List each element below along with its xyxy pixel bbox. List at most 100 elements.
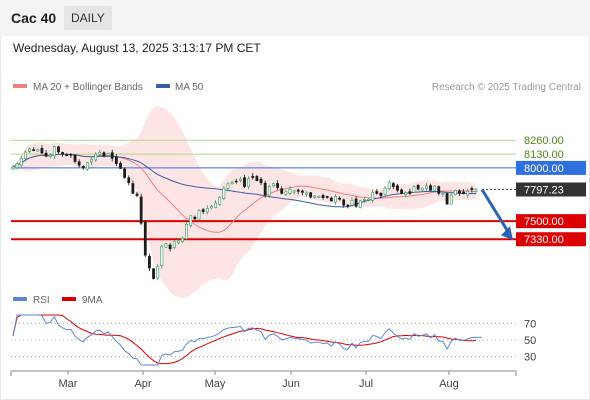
candle-body xyxy=(205,208,209,213)
ma20-legend-label: MA 20 + Bollinger Bands xyxy=(33,82,143,93)
level-tag xyxy=(516,160,586,175)
candle-body xyxy=(176,239,180,244)
candle-body xyxy=(362,199,366,201)
x-tick-label: May xyxy=(205,378,226,390)
candle-body xyxy=(156,266,160,279)
x-tick-label: Jun xyxy=(282,378,300,390)
candle-body xyxy=(210,205,213,209)
timeframe-button[interactable]: DAILY xyxy=(64,6,112,30)
candle-body xyxy=(234,180,238,183)
candle-body xyxy=(127,177,131,184)
candle-body xyxy=(346,204,350,207)
candle-body xyxy=(358,200,362,208)
candle-body xyxy=(272,183,275,187)
candle-body xyxy=(243,177,246,187)
candle-body xyxy=(65,154,69,156)
candle-body xyxy=(131,183,135,194)
candle-body xyxy=(445,193,449,205)
candle-body xyxy=(276,183,279,188)
candle-body xyxy=(52,146,56,157)
candle-body xyxy=(305,192,308,195)
candle-body xyxy=(292,190,296,193)
candle-body xyxy=(313,195,317,198)
ma50-line xyxy=(12,153,477,208)
candle-body xyxy=(81,166,85,169)
candle-body xyxy=(309,192,313,198)
rsi-ma-legend-swatch xyxy=(62,297,76,301)
candle-body xyxy=(342,199,346,206)
candle-body xyxy=(462,191,465,194)
candle-body xyxy=(367,199,370,201)
candle-body xyxy=(102,152,106,157)
candle-body xyxy=(94,153,98,161)
candle-body xyxy=(296,189,300,192)
candle-body xyxy=(284,191,288,195)
candle-body xyxy=(474,189,478,192)
x-tick-label: Mar xyxy=(59,378,78,390)
ma50-legend-swatch xyxy=(156,84,170,88)
bollinger-band xyxy=(13,105,476,299)
level-tag xyxy=(516,182,586,197)
ma20-legend-swatch xyxy=(13,84,27,88)
candle-body xyxy=(437,186,441,194)
candle-body xyxy=(218,196,222,205)
level-label: 8130.00 xyxy=(524,149,564,161)
candle-body xyxy=(222,187,226,199)
candle-body xyxy=(172,241,176,249)
candle-body xyxy=(181,237,184,242)
candle-body xyxy=(110,152,114,159)
candle-body xyxy=(230,181,234,185)
credit-label: Research © 2025 Trading Central xyxy=(432,82,581,93)
candle-body xyxy=(263,182,267,196)
candle-body xyxy=(238,178,242,181)
chart-title: Cac 40 xyxy=(11,10,57,26)
candle-body xyxy=(57,146,60,153)
candle-body xyxy=(73,154,77,162)
candle-body xyxy=(86,162,89,170)
candle-body xyxy=(334,196,337,203)
candle-body xyxy=(69,154,73,156)
candle-body xyxy=(164,243,168,248)
candle-body xyxy=(466,191,470,196)
candle-body xyxy=(32,149,36,151)
candle-body xyxy=(317,195,321,198)
candle-body xyxy=(280,188,284,194)
candle-body xyxy=(329,197,333,202)
rsi-tick-label: 50 xyxy=(524,335,536,347)
candle-body xyxy=(416,184,420,190)
rsi-ma-line xyxy=(12,314,477,365)
candle-body xyxy=(119,162,122,169)
x-tick-label: Apr xyxy=(134,378,151,390)
candle-body xyxy=(152,268,155,279)
candle-body xyxy=(255,176,259,181)
candle-body xyxy=(470,188,474,191)
level-tag xyxy=(516,214,586,229)
candle-body xyxy=(412,186,416,193)
candle-body xyxy=(449,194,453,205)
candle-body xyxy=(123,168,127,178)
candle-body xyxy=(404,192,408,195)
candle-body xyxy=(429,185,432,191)
candle-body xyxy=(77,161,81,166)
candle-body xyxy=(354,198,358,207)
candle-body xyxy=(135,193,139,196)
candle-body xyxy=(350,200,354,206)
candle-body xyxy=(48,154,52,157)
candle-body xyxy=(19,158,23,166)
candle-body xyxy=(197,210,201,220)
datetime-label: Wednesday, August 13, 2025 3:13:17 PM CE… xyxy=(13,41,261,55)
candle-body xyxy=(288,188,292,194)
rsi-tick-label: 70 xyxy=(524,318,536,330)
candle-body xyxy=(300,190,304,193)
candle-body xyxy=(61,152,65,155)
candle-body xyxy=(24,151,27,159)
candle-body xyxy=(396,185,399,191)
candle-body xyxy=(160,245,164,267)
rsi-tick-label: 30 xyxy=(524,352,536,364)
candle-body xyxy=(458,190,461,194)
candle-body xyxy=(453,189,457,195)
level-label: 7500.00 xyxy=(524,216,564,228)
candle-body xyxy=(90,159,93,163)
forecast-arrow-head xyxy=(501,226,513,241)
